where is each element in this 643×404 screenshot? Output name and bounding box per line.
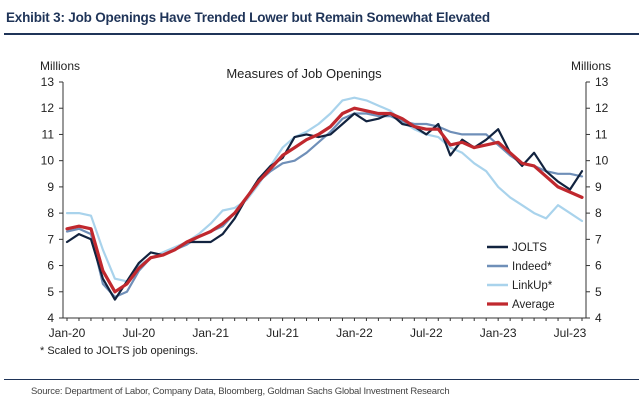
legend-label-jolts: JOLTS [512,242,547,254]
y-tick-label-right: 7 [595,232,602,246]
source-note: Source: Department of Labor, Company Dat… [31,386,450,397]
x-tick-label: Jan-23 [480,326,517,340]
series-line-average [65,106,584,294]
x-tick-label: Jul-21 [266,326,299,340]
y-tick-label-left: 11 [42,127,55,141]
y-tick-label-right: 10 [595,154,609,168]
series-line-jolts [65,112,584,301]
x-tick-label: Jan-20 [49,326,86,340]
y-tick-label-right: 8 [595,206,602,220]
chart-series [65,96,584,301]
left-axis-unit-label: Millions [40,59,80,73]
line-chart: 4 4 5 5 6 6 7 7 8 8 9 9 10 10 11 11 12 12 13 13 Jan-20 Jul-20… [40,59,611,340]
y-tick-label-left: 5 [47,285,54,299]
legend-label-average: Average [512,299,555,311]
y-tick-label-right: 11 [595,127,608,141]
y-tick-label-right: 9 [595,180,602,194]
chart-axes: 4 4 5 5 6 6 7 7 8 8 9 9 10 10 11 11 12 12 13 13 Jan-20 Jul-20… [41,75,609,340]
right-axis-unit-label: Millions [571,59,611,73]
y-tick-label-left: 10 [41,154,55,168]
y-tick-label-left: 6 [47,259,54,273]
x-tick-label: Jul-23 [554,326,587,340]
y-tick-label-right: 4 [595,311,602,325]
x-tick-label: Jul-22 [410,326,443,340]
chart-title: Measures of Job Openings [226,66,382,81]
exhibit-title: Exhibit 3: Job Openings Have Trended Low… [6,10,490,25]
y-tick-label-left: 7 [47,232,54,246]
y-tick-label-left: 13 [41,75,55,89]
legend-label-linkup: LinkUp* [512,280,553,292]
x-tick-label: Jul-20 [123,326,156,340]
y-tick-label-right: 6 [595,259,602,273]
series-line-linkup [65,96,584,283]
y-tick-label-left: 4 [47,311,54,325]
y-tick-label-left: 9 [47,180,54,194]
legend-label-indeed: Indeed* [512,261,552,273]
footer-divider [4,379,639,380]
footnote: * Scaled to JOLTS job openings. [40,345,199,357]
y-tick-label-left: 8 [47,206,54,220]
x-tick-label: Jan-22 [336,326,373,340]
y-tick-label-right: 5 [595,285,602,299]
chart-legend: JOLTS Indeed* LinkUp* Average [487,242,555,311]
title-divider [4,33,639,35]
y-tick-label-left: 12 [41,101,55,115]
y-tick-label-right: 12 [595,101,609,115]
y-tick-label-right: 13 [595,75,609,89]
x-tick-label: Jan-21 [192,326,229,340]
